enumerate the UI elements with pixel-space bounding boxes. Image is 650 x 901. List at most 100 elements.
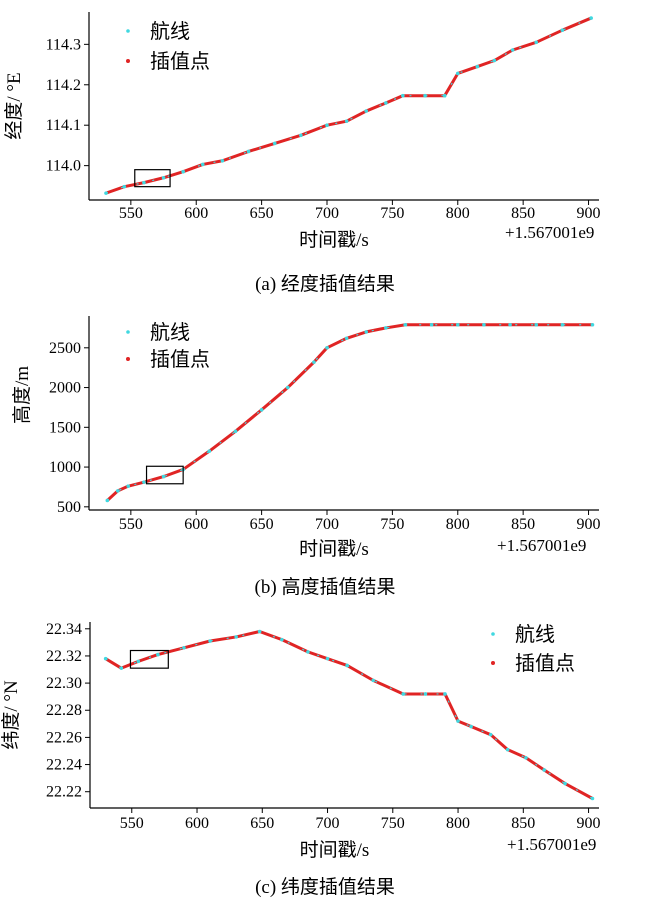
route-point bbox=[423, 93, 427, 98]
route-point bbox=[563, 781, 567, 786]
y-tick-label: 22.32 bbox=[46, 648, 82, 665]
y-tick-label: 1000 bbox=[49, 459, 81, 476]
x-tick-label: 650 bbox=[250, 205, 274, 222]
x-tick-label: 750 bbox=[380, 205, 404, 222]
legend-marker-interp bbox=[126, 59, 130, 63]
y-tick-label: 22.24 bbox=[46, 757, 82, 774]
route-point bbox=[161, 175, 166, 180]
x-axis-label: 时间戳/s bbox=[300, 839, 370, 861]
route-point bbox=[488, 732, 493, 737]
route-point bbox=[306, 650, 310, 654]
caption-c: (c) 纬度插值结果 bbox=[255, 877, 395, 898]
route-point bbox=[115, 489, 120, 493]
route-point bbox=[344, 336, 349, 341]
route-point bbox=[280, 637, 284, 642]
x-tick-label: 650 bbox=[250, 815, 274, 832]
interp-series-line bbox=[105, 16, 592, 195]
route-point bbox=[312, 360, 316, 364]
route-series-line bbox=[105, 17, 592, 194]
y-tick-label: 22.22 bbox=[46, 784, 82, 801]
route-point bbox=[208, 639, 212, 643]
route-point bbox=[384, 101, 388, 105]
y-axis-label: 高度/m bbox=[11, 366, 33, 424]
y-axis-label: 纬度/ °N bbox=[0, 680, 22, 750]
legend-label-interp: 插值点 bbox=[150, 49, 210, 73]
route-point bbox=[401, 692, 406, 696]
y-tick-label: 2000 bbox=[49, 380, 81, 397]
x-tick-label: 750 bbox=[381, 815, 405, 832]
x-tick-label: 550 bbox=[120, 815, 144, 832]
y-tick-label: 114.3 bbox=[46, 36, 81, 53]
route-point bbox=[181, 169, 185, 174]
route-point bbox=[285, 385, 290, 390]
interp-series-line bbox=[104, 630, 594, 800]
route-point bbox=[429, 322, 434, 327]
route-point bbox=[469, 724, 473, 729]
route-point bbox=[364, 109, 369, 113]
caption-b: (b) 高度插值结果 bbox=[254, 577, 396, 598]
y-axis-label: 经度/ °E bbox=[3, 72, 25, 139]
route-point bbox=[119, 666, 124, 670]
x-tick-label: 700 bbox=[315, 205, 339, 222]
x-tick-label: 800 bbox=[446, 516, 470, 533]
route-point bbox=[136, 659, 141, 664]
route-point bbox=[325, 123, 329, 128]
route-point bbox=[371, 678, 376, 683]
x-tick-label: 850 bbox=[511, 815, 535, 832]
route-point bbox=[560, 322, 565, 327]
x-tick-label: 800 bbox=[446, 205, 470, 222]
route-point bbox=[103, 656, 108, 661]
x-tick-label: 850 bbox=[511, 516, 535, 533]
route-point bbox=[542, 768, 546, 772]
route-point bbox=[492, 58, 497, 63]
route-point bbox=[590, 322, 595, 327]
legend-marker-route bbox=[491, 632, 495, 636]
y-tick-label: 22.28 bbox=[46, 702, 82, 719]
x-offset-label: +1.567001e9 bbox=[497, 536, 586, 555]
x-tick-label: 900 bbox=[577, 815, 601, 832]
altitude-chart: 550 600 650 700 750 800 850 900 500 1000 1500 2000 2… bbox=[11, 316, 601, 560]
y-tick-label: 22.34 bbox=[46, 621, 82, 638]
route-point bbox=[142, 480, 146, 484]
route-point bbox=[126, 484, 131, 488]
legend-label-route: 航线 bbox=[150, 19, 190, 43]
y-tick-label: 114.2 bbox=[46, 77, 81, 94]
x-axis-label: 时间戳/s bbox=[299, 229, 369, 251]
y-tick-label: 114.1 bbox=[46, 117, 81, 134]
x-offset-label: +1.567001e9 bbox=[505, 223, 594, 242]
x-tick-label: 650 bbox=[250, 516, 274, 533]
longitude-chart: 550 600 650 700 750 800 850 900 114.0 114.1 114.2 1… bbox=[3, 12, 601, 251]
route-point bbox=[345, 663, 349, 668]
route-point bbox=[325, 346, 329, 350]
route-point bbox=[589, 16, 593, 20]
route-point bbox=[234, 635, 238, 639]
route-point bbox=[364, 330, 369, 334]
route-point bbox=[344, 119, 349, 123]
route-point bbox=[122, 184, 127, 189]
x-tick-label: 900 bbox=[577, 205, 601, 222]
x-tick-label: 550 bbox=[119, 516, 143, 533]
route-point bbox=[423, 692, 428, 696]
route-point bbox=[482, 322, 486, 327]
route-point bbox=[455, 71, 460, 76]
zoom-annotation-box bbox=[145, 465, 184, 485]
caption-a: (a) 经度插值结果 bbox=[255, 274, 395, 295]
legend-marker-interp bbox=[491, 661, 495, 665]
legend-label-interp: 插值点 bbox=[515, 651, 575, 675]
route-point bbox=[272, 141, 277, 146]
y-tick-label: 500 bbox=[57, 499, 81, 516]
y-tick-label: 22.26 bbox=[46, 729, 82, 746]
route-point bbox=[200, 162, 205, 167]
route-point bbox=[505, 747, 510, 752]
route-point bbox=[384, 326, 388, 330]
route-point bbox=[442, 93, 447, 98]
route-point bbox=[443, 692, 447, 696]
legend-marker-route bbox=[126, 330, 130, 334]
route-point bbox=[104, 191, 108, 195]
route-point bbox=[590, 796, 595, 801]
x-tick-label: 850 bbox=[511, 205, 535, 222]
route-point bbox=[325, 656, 330, 661]
legend-label-interp: 插值点 bbox=[150, 347, 210, 371]
route-point bbox=[403, 322, 408, 327]
route-point bbox=[207, 449, 212, 453]
